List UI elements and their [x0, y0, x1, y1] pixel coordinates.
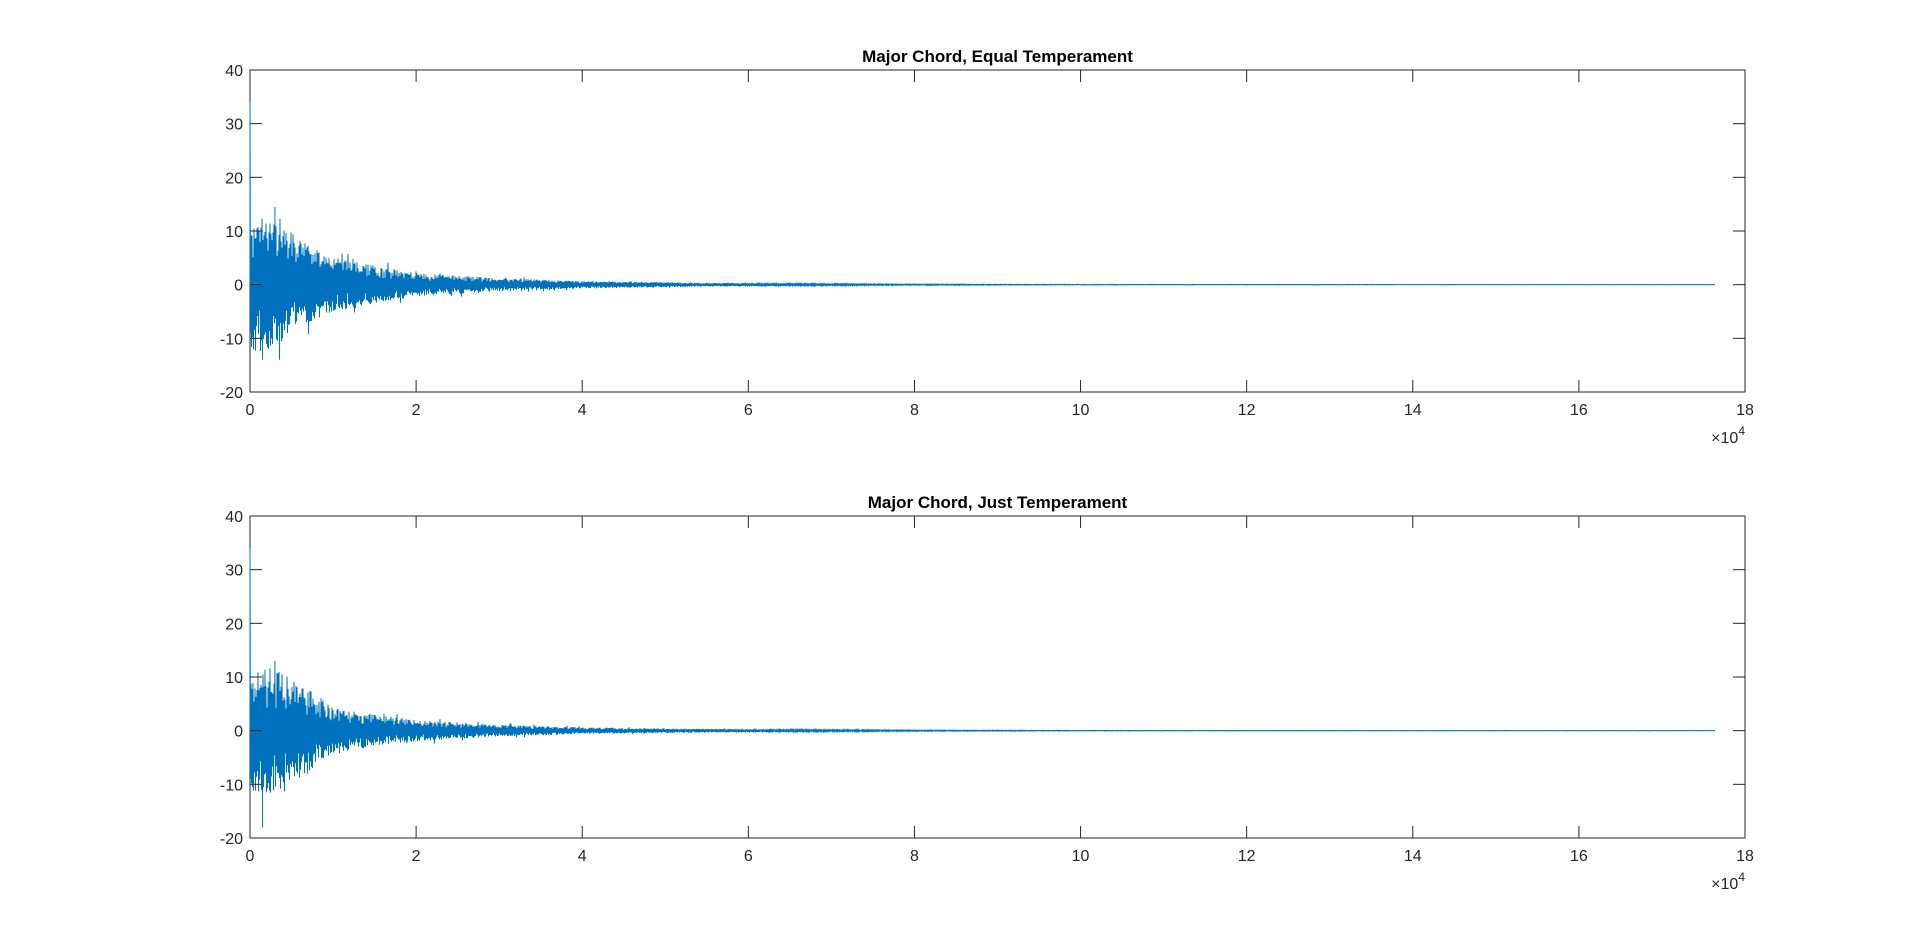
chart-title: Major Chord, Just Temperament [868, 493, 1128, 512]
y-tick-label: 30 [225, 117, 243, 134]
subplot-just-temperament: 0 2 4 6 8 10 12 14 16 18 -20 -10 0 10 20 30 40 Major Chor… [220, 493, 1754, 893]
x-tick-label: 12 [1238, 402, 1256, 419]
x-axis-multiplier-base: ×10 [1711, 430, 1738, 447]
subplot-equal-temperament: 0 2 4 6 8 10 12 14 16 18 -20 -10 0 10 20 30 40 Major Chor… [220, 47, 1754, 447]
y-tick-label: 10 [225, 224, 243, 241]
x-tick-label: 2 [412, 848, 421, 865]
y-tick-label: -20 [220, 385, 243, 402]
axes-box [249, 69, 1746, 393]
x-axis-multiplier: ×104 [1711, 870, 1745, 893]
x-tick-label: 8 [910, 402, 919, 419]
series-line [249, 548, 1716, 793]
x-axis-multiplier-exponent: 4 [1738, 424, 1745, 438]
y-tick-label: -10 [220, 777, 243, 794]
series-line [249, 102, 1716, 360]
x-tick-label: 16 [1570, 848, 1588, 865]
y-tick-label: 20 [225, 170, 243, 187]
y-tick-label: -10 [220, 331, 243, 348]
y-tick-label: 10 [225, 670, 243, 687]
x-tick-label: 10 [1072, 402, 1090, 419]
x-tick-label: 16 [1570, 402, 1588, 419]
y-tick-label: 0 [234, 724, 243, 741]
x-axis-multiplier-base: ×10 [1711, 876, 1738, 893]
x-tick-label: 12 [1238, 848, 1256, 865]
x-tick-label: 4 [578, 848, 587, 865]
x-tick-label: 0 [246, 848, 255, 865]
y-tick-label: 40 [225, 63, 243, 80]
x-tick-label: 4 [578, 402, 587, 419]
y-tick-label: 30 [225, 563, 243, 580]
x-tick-label: 6 [744, 402, 753, 419]
x-axis-multiplier: ×104 [1711, 424, 1745, 447]
x-tick-label: 0 [246, 402, 255, 419]
chart-title: Major Chord, Equal Temperament [862, 47, 1133, 66]
y-tick-label: 40 [225, 509, 243, 526]
x-axis-multiplier-exponent: 4 [1738, 870, 1745, 884]
x-tick-label: 10 [1072, 848, 1090, 865]
y-tick-label: 0 [234, 278, 243, 295]
y-tick-label: 20 [225, 616, 243, 633]
x-tick-label: 14 [1404, 848, 1422, 865]
axes-box [249, 515, 1746, 839]
x-tick-label: 8 [910, 848, 919, 865]
x-tick-label: 6 [744, 848, 753, 865]
x-tick-label: 18 [1736, 402, 1754, 419]
x-tick-label: 14 [1404, 402, 1422, 419]
y-tick-label: -20 [220, 831, 243, 848]
x-tick-label: 18 [1736, 848, 1754, 865]
x-tick-label: 2 [412, 402, 421, 419]
